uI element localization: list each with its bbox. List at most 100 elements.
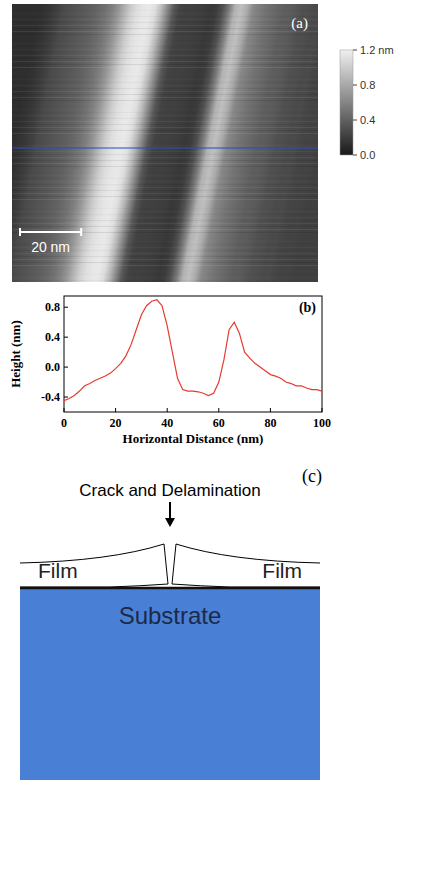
scan-line — [12, 79, 318, 80]
scale-bar-end — [80, 228, 82, 236]
afm-surface — [12, 4, 318, 282]
scan-line — [12, 13, 318, 14]
film-label: Film — [38, 559, 78, 582]
scan-line — [12, 58, 318, 59]
scan-line — [12, 7, 318, 8]
scan-line — [12, 40, 318, 41]
scan-line — [12, 181, 318, 182]
scan-line — [12, 163, 318, 164]
scale-bar-label: 20 nm — [31, 239, 70, 255]
scan-line — [12, 211, 318, 212]
colorbar — [340, 50, 353, 155]
scale-bar-end — [19, 228, 21, 236]
scan-line — [12, 259, 318, 260]
scan-line — [12, 100, 318, 101]
y-tick — [64, 307, 68, 308]
scan-line — [12, 34, 318, 35]
x-tick-label: 60 — [213, 416, 225, 430]
scan-line — [12, 85, 318, 86]
scan-line — [12, 106, 318, 107]
scan-line — [12, 76, 318, 77]
scan-line — [12, 127, 318, 128]
plot-frame — [64, 296, 322, 412]
afm-skew — [12, 4, 318, 282]
film-label: Film — [262, 559, 302, 582]
y-tick-label: 0.8 — [45, 300, 60, 314]
scan-line — [12, 190, 318, 191]
scan-line — [12, 142, 318, 143]
scan-line — [12, 91, 318, 92]
scan-line — [12, 271, 318, 272]
scan-line — [12, 73, 318, 74]
scan-line — [12, 262, 318, 263]
y-tick-label: 0.4 — [45, 330, 60, 344]
scan-line — [12, 31, 318, 32]
colorbar-tick — [353, 85, 357, 86]
scan-line — [12, 19, 318, 20]
scan-line — [12, 28, 318, 29]
x-tick — [270, 408, 271, 412]
scan-line — [12, 133, 318, 134]
scan-line — [12, 64, 318, 65]
scan-line — [12, 88, 318, 89]
scan-line — [12, 226, 318, 227]
scan-line — [12, 55, 318, 56]
afm-image — [12, 4, 318, 282]
scan-line — [12, 220, 318, 221]
scan-line — [12, 67, 318, 68]
y-axis-title: Height (nm) — [8, 320, 23, 388]
scan-line — [12, 205, 318, 206]
scale-bar — [20, 228, 81, 236]
panel-label: (a) — [291, 15, 308, 32]
scan-line — [12, 82, 318, 83]
scan-line — [12, 46, 318, 47]
scan-line — [12, 97, 318, 98]
scan-line — [12, 109, 318, 110]
film-right — [172, 544, 320, 587]
scan-line — [12, 16, 318, 17]
substrate — [20, 588, 320, 780]
scan-line — [12, 196, 318, 197]
x-tick — [322, 408, 323, 412]
scan-line — [12, 232, 318, 233]
scan-line — [12, 187, 318, 188]
scan-line — [12, 94, 318, 95]
x-tick — [115, 408, 116, 412]
scan-line — [12, 265, 318, 266]
scan-line — [12, 172, 318, 173]
scan-line — [12, 277, 318, 278]
scan-line — [12, 280, 318, 281]
scan-line — [12, 175, 318, 176]
diagram-title: Crack and Delamination — [79, 481, 260, 500]
scan-line — [12, 139, 318, 140]
profile-curve — [64, 300, 322, 401]
colorbar-tick-label: 0.0 — [360, 149, 375, 161]
scan-line — [12, 229, 318, 230]
scan-line — [12, 193, 318, 194]
scan-line — [12, 223, 318, 224]
scan-line — [12, 178, 318, 179]
x-tick-label: 40 — [161, 416, 173, 430]
scan-line — [12, 157, 318, 158]
x-tick — [218, 408, 219, 412]
scan-line — [12, 25, 318, 26]
plot-data — [64, 300, 322, 401]
scan-line — [12, 151, 318, 152]
colorbar-tick — [353, 155, 357, 156]
y-tick-label: -0.4 — [41, 390, 60, 404]
interface-line — [20, 587, 320, 590]
colorbar-tick — [353, 120, 357, 121]
colorbar-tick-label: 1.2 nm — [360, 44, 394, 56]
scan-line — [12, 148, 318, 149]
scan-line — [12, 10, 318, 11]
profile-line — [12, 147, 318, 148]
arrow-head — [165, 518, 175, 527]
x-axis-title: Horizontal Distance (nm) — [123, 431, 264, 446]
scan-line — [12, 61, 318, 62]
scan-line — [12, 256, 318, 257]
scan-line — [12, 22, 318, 23]
x-tick-label: 80 — [264, 416, 276, 430]
scan-line — [12, 49, 318, 50]
scan-line — [12, 130, 318, 131]
panel-label: (b) — [299, 300, 316, 316]
